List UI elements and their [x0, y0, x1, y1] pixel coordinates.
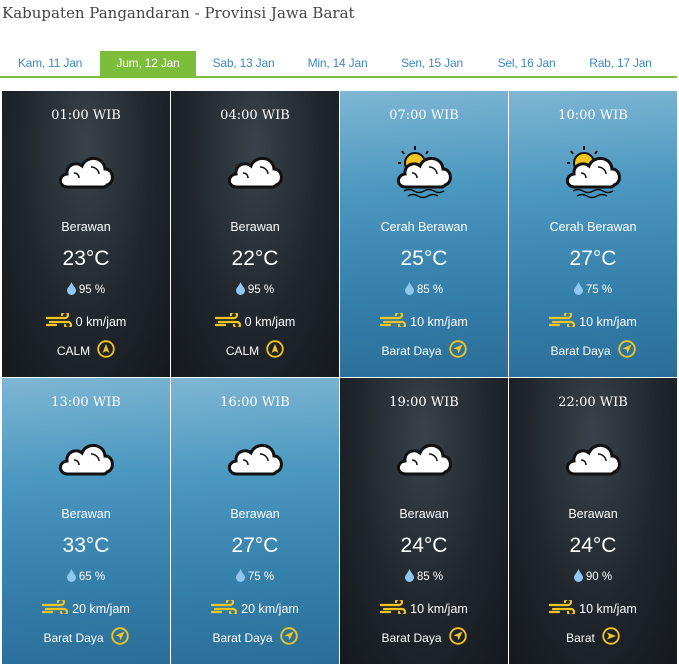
humidity-value: 90 %	[585, 571, 613, 583]
west-compass-icon	[602, 627, 620, 648]
wind-speed: 20 km/jam	[72, 601, 130, 616]
humidity-drop-icon	[573, 569, 583, 585]
wind-speed: 0 km/jam	[75, 314, 127, 329]
cloud-icon	[227, 444, 283, 476]
temperature: 27°C	[231, 534, 279, 557]
forecast-card: 22:00 WIB Berawan 24°C 90 % 10 km/jam Ba…	[509, 378, 677, 664]
weather-condition: Cerah Berawan	[549, 220, 637, 234]
cloud-icon	[58, 444, 114, 476]
weather-condition: Berawan	[230, 507, 280, 521]
wind-direction: Barat Daya	[381, 630, 442, 645]
wind-icon	[211, 597, 239, 617]
wind-icon	[214, 310, 243, 330]
calm-compass-icon	[266, 340, 284, 361]
cloud-icon	[565, 444, 621, 476]
weather-condition: Berawan	[568, 507, 618, 521]
humidity-value: 65 %	[78, 571, 106, 583]
temperature: 25°C	[400, 247, 448, 270]
wind-direction: Barat Daya	[43, 630, 104, 645]
humidity-value: 85 %	[416, 284, 444, 296]
weather-condition: Berawan	[399, 507, 449, 521]
date-tabs: Kam, 11 Jan Jum, 12 Jan Sab, 13 Jan Min, 14…	[0, 51, 677, 78]
humidity-drop-icon	[235, 569, 245, 585]
wind-icon	[380, 310, 408, 330]
humidity-drop-icon	[573, 282, 583, 298]
forecast-card: 13:00 WIB Berawan 33°C 65 % 20 km/jam Ba…	[2, 378, 170, 664]
southwest-compass-icon	[448, 340, 467, 361]
tab-kam-11-jan[interactable]: Kam, 11 Jan	[17, 56, 83, 70]
forecast-card: 01:00 WIB Berawan 23°C 95 % 0 km/jam CAL…	[2, 91, 170, 377]
wind-direction: Barat Daya	[212, 630, 273, 645]
forecast-card: 04:00 WIB Berawan 22°C 95 % 0 km/jam CAL…	[171, 91, 339, 377]
wind-direction: CALM	[56, 343, 91, 358]
wind-speed: 0 km/jam	[244, 314, 296, 329]
page-title: Kabupaten Pangandaran - Provinsi Jawa Ba…	[2, 4, 355, 22]
forecast-card: 19:00 WIB Berawan 24°C 85 % 10 km/jam Ba…	[340, 378, 508, 664]
humidity-drop-icon	[66, 569, 76, 585]
forecast-time: 16:00 WIB	[220, 395, 290, 410]
humidity-drop-icon	[404, 569, 414, 585]
forecast-time: 22:00 WIB	[558, 395, 628, 410]
wind-icon	[45, 310, 74, 330]
temperature: 22°C	[231, 247, 279, 270]
partly-cloudy-icon	[396, 146, 452, 199]
forecast-card: 16:00 WIB Berawan 27°C 75 % 20 km/jam Ba…	[171, 378, 339, 664]
humidity-drop-icon	[404, 282, 414, 298]
forecast-time: 04:00 WIB	[220, 108, 290, 123]
forecast-card: 10:00 WIB Cerah Berawan 27°C 75 % 10 km/…	[509, 91, 677, 377]
forecast-grid: 01:00 WIB Berawan 23°C 95 % 0 km/jam CAL…	[2, 91, 678, 664]
wind-speed: 20 km/jam	[241, 601, 299, 616]
forecast-time: 01:00 WIB	[51, 108, 121, 123]
wind-speed: 10 km/jam	[410, 601, 468, 616]
forecast-time: 13:00 WIB	[51, 395, 121, 410]
calm-compass-icon	[97, 340, 115, 361]
humidity-value: 95 %	[247, 284, 275, 296]
temperature: 24°C	[569, 534, 617, 557]
weather-condition: Cerah Berawan	[380, 220, 468, 234]
tab-rab-17-jan[interactable]: Rab, 17 Jan	[589, 56, 652, 70]
wind-speed: 10 km/jam	[579, 314, 637, 329]
forecast-time: 10:00 WIB	[558, 108, 628, 123]
cloud-icon	[227, 157, 283, 189]
southwest-compass-icon	[279, 627, 298, 648]
weather-condition: Berawan	[230, 220, 280, 234]
southwest-compass-icon	[617, 340, 636, 361]
southwest-compass-icon	[110, 627, 129, 648]
tab-sab-13-jan[interactable]: Sab, 13 Jan	[212, 56, 275, 70]
tab-jum-12-jan[interactable]: Jum, 12 Jan	[100, 51, 196, 76]
tab-sen-15-jan[interactable]: Sen, 15 Jan	[401, 56, 463, 70]
temperature: 24°C	[400, 534, 448, 557]
humidity-value: 85 %	[416, 571, 444, 583]
wind-speed: 10 km/jam	[410, 314, 468, 329]
humidity-value: 75 %	[247, 571, 275, 583]
wind-direction: Barat Daya	[550, 343, 611, 358]
humidity-value: 95 %	[78, 284, 106, 296]
weather-condition: Berawan	[61, 220, 111, 234]
forecast-time: 07:00 WIB	[389, 108, 459, 123]
southwest-compass-icon	[448, 627, 467, 648]
wind-direction: Barat Daya	[381, 343, 442, 358]
cloud-icon	[58, 157, 114, 189]
cloud-icon	[396, 444, 452, 476]
humidity-value: 75 %	[585, 284, 613, 296]
wind-direction: Barat	[566, 630, 595, 645]
forecast-time: 19:00 WIB	[389, 395, 459, 410]
temperature: 33°C	[62, 534, 110, 557]
forecast-card: 07:00 WIB Cerah Berawan 25°C 85 % 10 km/…	[340, 91, 508, 377]
wind-direction: CALM	[225, 343, 260, 358]
weather-condition: Berawan	[61, 507, 111, 521]
wind-icon	[380, 597, 408, 617]
wind-icon	[549, 597, 577, 617]
tab-sel-16-jan[interactable]: Sel, 16 Jan	[497, 56, 556, 70]
wind-icon	[549, 310, 577, 330]
temperature: 27°C	[569, 247, 617, 270]
temperature: 23°C	[62, 247, 110, 270]
humidity-drop-icon	[235, 282, 245, 298]
partly-cloudy-icon	[565, 146, 621, 199]
wind-icon	[42, 597, 70, 617]
humidity-drop-icon	[66, 282, 76, 298]
wind-speed: 10 km/jam	[579, 601, 637, 616]
tab-min-14-jan[interactable]: Min, 14 Jan	[307, 56, 368, 70]
